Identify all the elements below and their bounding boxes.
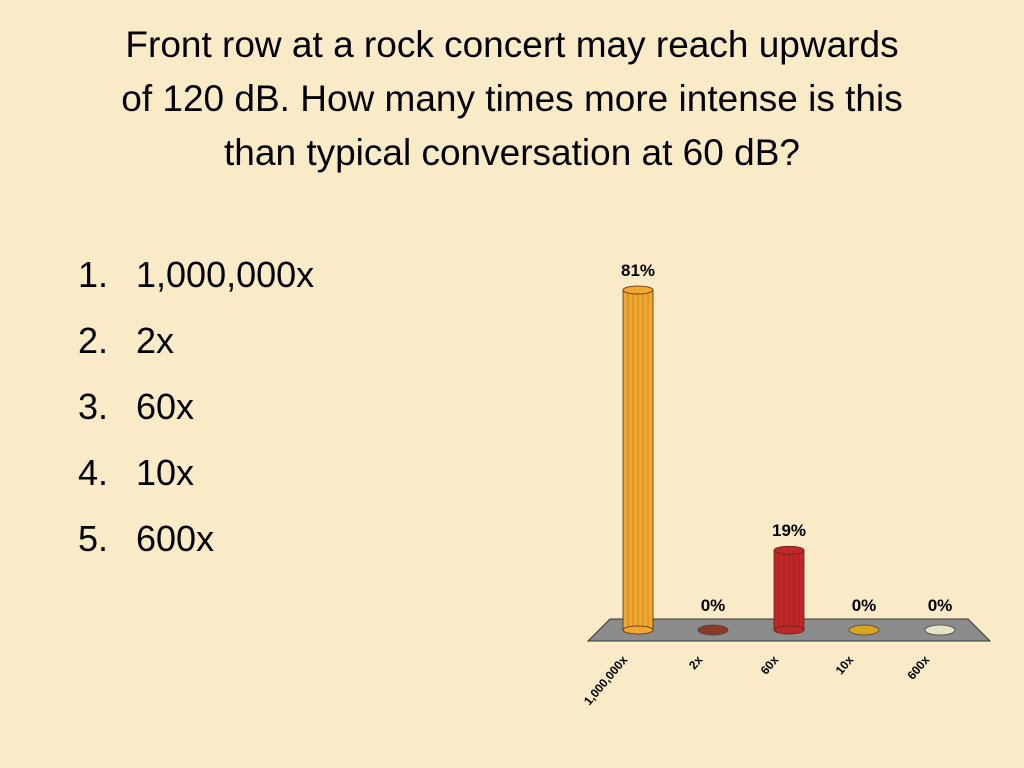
answer-number: 4. [78,452,109,493]
bar-5 [924,624,956,636]
bar-1 [622,285,654,635]
answer-label: 60x [136,386,195,427]
answer-number: 2. [78,320,109,361]
question-line-3: than typical conversation at 60 dB? [224,132,800,173]
answer-number: 5. [78,518,109,559]
question-title: Front row at a rock concert may reach up… [40,18,984,180]
answer-label: 2x [136,320,175,361]
category-label-5: 600x [904,653,932,683]
answer-number: 3. [78,386,109,427]
data-label-1: 81% [621,261,655,280]
question-line-2: of 120 dB. How many times more intense i… [121,78,903,119]
answer-option-4[interactable]: 4. 10x [78,440,314,506]
data-label-3: 19% [772,521,806,540]
category-label-3: 60x [758,653,782,678]
bar-2 [697,624,729,636]
answer-option-5[interactable]: 5. 600x [78,506,314,572]
answer-option-1[interactable]: 1. 1,000,000x [78,242,314,308]
question-line-1: Front row at a rock concert may reach up… [125,24,899,65]
answer-list: 1. 1,000,000x 2. 2x 3. 60x 4. 10x 5. 600… [78,242,314,572]
category-label-2: 2x [686,653,706,672]
bar-3 [773,545,805,635]
answer-option-3[interactable]: 3. 60x [78,374,314,440]
data-label-2: 0% [701,596,726,615]
data-label-5: 0% [928,596,953,615]
bar-4 [848,624,880,636]
category-label-4: 10x [833,653,857,678]
answer-number: 1. [78,254,109,295]
answer-label: 600x [136,518,215,559]
answer-label: 10x [136,452,195,493]
answer-label: 1,000,000x [136,254,315,295]
category-label-1: 1,000,000x [581,653,631,708]
answer-option-2[interactable]: 2. 2x [78,308,314,374]
data-label-4: 0% [852,596,877,615]
